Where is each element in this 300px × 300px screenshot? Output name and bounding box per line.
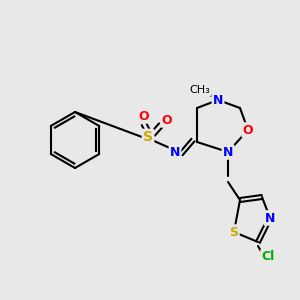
Text: N: N bbox=[223, 146, 233, 158]
Text: N: N bbox=[170, 146, 180, 158]
Text: S: S bbox=[230, 226, 238, 238]
Text: O: O bbox=[243, 124, 253, 136]
Text: Cl: Cl bbox=[261, 250, 274, 263]
Text: O: O bbox=[162, 113, 172, 127]
Text: S: S bbox=[143, 130, 153, 144]
Text: N: N bbox=[265, 212, 275, 224]
Text: CH₃: CH₃ bbox=[190, 85, 210, 95]
Text: O: O bbox=[139, 110, 149, 122]
Text: N: N bbox=[213, 94, 223, 106]
